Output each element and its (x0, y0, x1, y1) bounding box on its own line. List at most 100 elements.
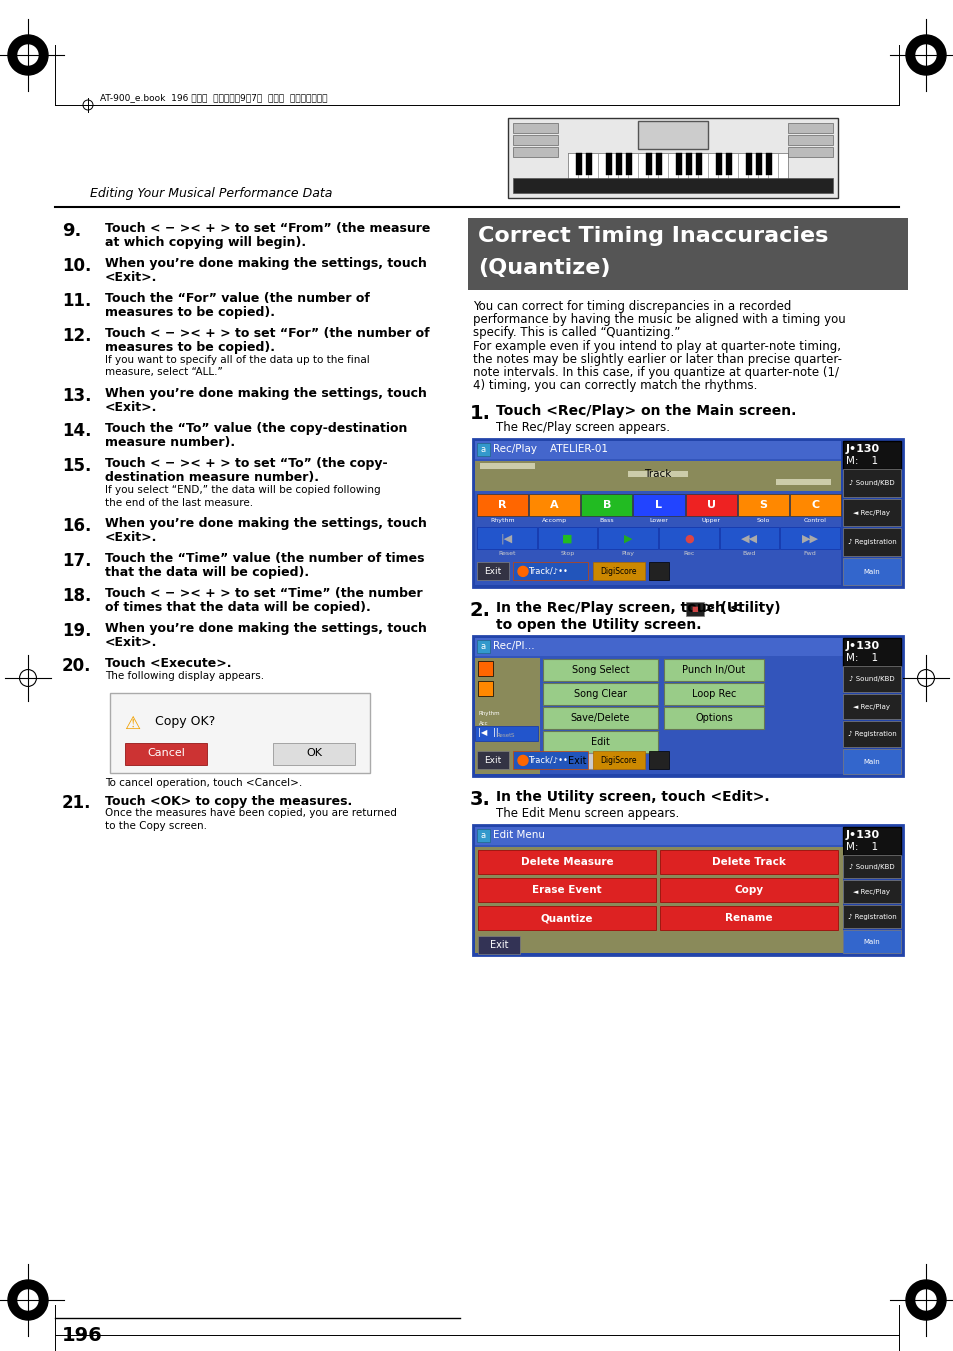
Text: Erase Event: Erase Event (532, 885, 601, 896)
Bar (542, 708, 658, 730)
Bar (567, 153, 787, 190)
Text: The Edit Menu screen appears.: The Edit Menu screen appears. (496, 808, 679, 820)
Bar (678, 153, 687, 190)
Bar (586, 153, 591, 176)
Bar (593, 751, 644, 770)
Text: In the Utility screen, touch <Edit>.: In the Utility screen, touch <Edit>. (496, 790, 769, 804)
Text: 16.: 16. (62, 517, 91, 535)
Text: ◀◀: ◀◀ (740, 534, 758, 543)
Bar (842, 528, 900, 555)
Text: Touch < − >< + > to set “From” (the measure: Touch < − >< + > to set “From” (the meas… (105, 222, 430, 235)
Text: 11.: 11. (62, 292, 91, 309)
Text: J•130: J•130 (845, 444, 880, 454)
Bar (842, 881, 900, 904)
Text: 196: 196 (62, 1325, 103, 1346)
Text: that the data will be copied).: that the data will be copied). (105, 566, 309, 580)
Bar (648, 153, 657, 190)
Bar (696, 153, 701, 176)
Text: Delete Measure: Delete Measure (520, 858, 613, 867)
Text: 9.: 9. (62, 222, 81, 240)
Circle shape (18, 1290, 38, 1310)
Text: Exit: Exit (484, 757, 501, 765)
Text: Once the measures have been copied, you are returned: Once the measures have been copied, you … (105, 808, 396, 819)
Text: The Rec/Play screen appears.: The Rec/Play screen appears. (496, 422, 669, 435)
Bar (659, 527, 718, 550)
Bar (842, 469, 900, 497)
Text: Rec/Pl...: Rec/Pl... (493, 642, 534, 651)
Text: ♪ Registration: ♪ Registration (846, 913, 896, 920)
Bar (473, 825, 902, 955)
Bar (685, 603, 703, 616)
Text: Copy OK?: Copy OK? (154, 715, 215, 727)
Bar (608, 153, 617, 190)
Bar (775, 480, 830, 485)
Bar (475, 658, 539, 774)
Text: Upper: Upper (700, 519, 720, 523)
Bar (605, 153, 611, 176)
Text: a: a (480, 831, 485, 840)
Text: OK: OK (306, 748, 322, 758)
Text: Exit: Exit (489, 940, 508, 950)
Text: 14.: 14. (62, 422, 91, 440)
Text: 15.: 15. (62, 457, 91, 476)
Text: Loop Rec: Loop Rec (691, 689, 736, 700)
Bar (568, 153, 578, 190)
Text: the notes may be slightly earlier or later than precise quarter-: the notes may be slightly earlier or lat… (473, 353, 841, 366)
Bar (537, 527, 597, 550)
Bar (668, 153, 677, 190)
Text: Touch <Rec/Play> on the Main screen.: Touch <Rec/Play> on the Main screen. (496, 404, 796, 419)
Circle shape (18, 45, 38, 65)
Bar (578, 153, 587, 190)
Text: Cancel: Cancel (147, 748, 185, 758)
Text: When you’re done making the settings, touch: When you’re done making the settings, to… (105, 517, 426, 530)
Bar (685, 494, 736, 516)
Text: ⚠: ⚠ (124, 715, 140, 732)
Text: Main: Main (862, 759, 880, 765)
Bar (787, 147, 832, 157)
Bar (477, 878, 656, 902)
Text: 18.: 18. (62, 586, 91, 605)
Circle shape (517, 566, 527, 577)
Bar (580, 494, 632, 516)
Text: Exit: Exit (484, 567, 501, 576)
Bar (638, 122, 707, 149)
Bar (476, 751, 509, 770)
Bar (842, 748, 900, 774)
Bar (842, 905, 900, 928)
Bar (718, 153, 727, 190)
Text: Track/♪••: Track/♪•• (528, 567, 567, 576)
Text: Touch the “To” value (the copy-destination: Touch the “To” value (the copy-destinati… (105, 422, 407, 435)
Text: a: a (480, 444, 485, 454)
Text: Rhythm: Rhythm (478, 712, 500, 716)
Text: Punch In/Out: Punch In/Out (681, 666, 745, 676)
Bar (476, 830, 490, 843)
Text: ||: || (493, 728, 498, 738)
Text: Reset: Reset (497, 551, 515, 557)
Text: If you want to specify all of the data up to the final: If you want to specify all of the data u… (105, 355, 370, 365)
Circle shape (905, 1279, 945, 1320)
Bar (625, 153, 631, 176)
Bar (476, 527, 537, 550)
Text: ■: ■ (561, 534, 572, 543)
Bar (789, 494, 841, 516)
Bar (475, 462, 841, 492)
Text: Touch < − >< + > to set “Time” (the number: Touch < − >< + > to set “Time” (the numb… (105, 586, 422, 600)
Bar (477, 907, 656, 931)
Bar (648, 751, 668, 770)
Text: AT-900_e.book  196 ページ  ２００７年9月7日  金曜日  午前８時４３分: AT-900_e.book 196 ページ ２００７年9月7日 金曜日 午前８時… (100, 93, 327, 101)
Text: R: R (497, 500, 506, 511)
Text: In the Rec/Play screen, touch <: In the Rec/Play screen, touch < (496, 601, 740, 616)
Text: Control: Control (803, 519, 826, 523)
Text: M:    1: M: 1 (845, 843, 877, 852)
Text: Touch the “For” value (the number of: Touch the “For” value (the number of (105, 292, 370, 305)
Bar (778, 153, 787, 190)
Bar (627, 471, 687, 477)
Text: 17.: 17. (62, 553, 91, 570)
Text: Accomp: Accomp (541, 519, 567, 523)
Bar (719, 527, 779, 550)
Text: When you’re done making the settings, touch: When you’re done making the settings, to… (105, 257, 426, 270)
Text: ♪ Sound/KBD: ♪ Sound/KBD (848, 480, 894, 486)
Bar (475, 827, 842, 954)
Text: Rhythm: Rhythm (490, 519, 515, 523)
Text: J•130: J•130 (845, 642, 880, 651)
